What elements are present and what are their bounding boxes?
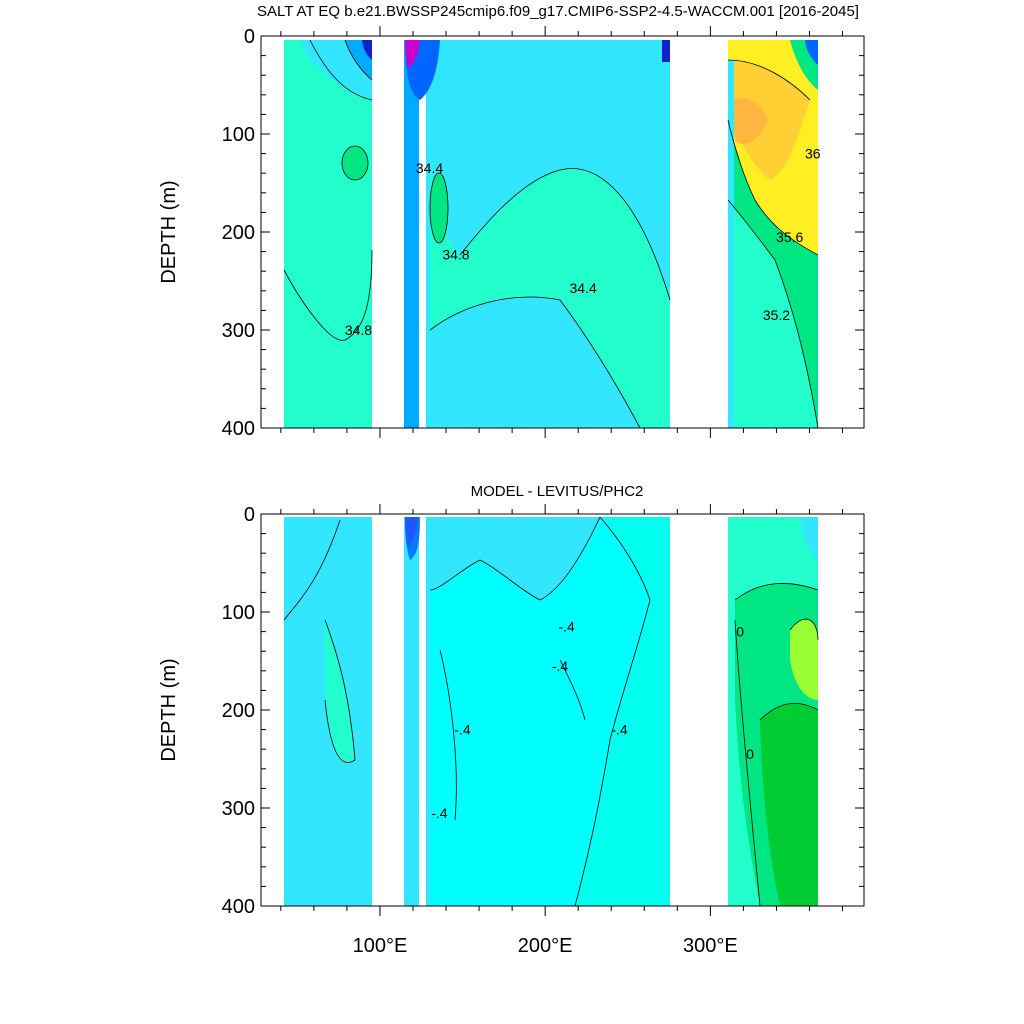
top-contour-labels: 34.4 34.8 34.4 34.8 36 35.6 35.2 bbox=[345, 146, 821, 338]
top-contour-label: 34.8 bbox=[345, 322, 372, 338]
bottom-y-axis-label: DEPTH (m) bbox=[158, 658, 180, 761]
top-pacific-lower-fresh bbox=[430, 297, 640, 428]
bottom-y-tick-label: 0 bbox=[244, 504, 255, 526]
bottom-y-tick-label: 100 bbox=[222, 602, 255, 624]
bottom-y-tick-label: 200 bbox=[222, 700, 255, 722]
top-atlantic-saltier bbox=[728, 60, 810, 180]
top-indian-salt-blob bbox=[342, 146, 368, 180]
bottom-pacific-sliver-right bbox=[426, 517, 430, 906]
bottom-contour-label: -.4 bbox=[431, 805, 448, 821]
bottom-contour-label: 0 bbox=[746, 746, 754, 762]
top-contour-field bbox=[283, 39, 819, 428]
bottom-pacific-east-diff bbox=[575, 517, 670, 906]
top-panel: SALT AT EQ b.e21.BWSSP245cmip6.f09_g17.C… bbox=[158, 3, 865, 440]
top-y-tick-label: 300 bbox=[222, 320, 255, 342]
top-axis: 0 100 200 300 400 bbox=[222, 26, 864, 440]
bottom-pacific-upper-diff bbox=[430, 517, 600, 600]
bottom-x-tick-label: 300°E bbox=[683, 935, 738, 957]
top-pacific-upper-fresh bbox=[430, 40, 670, 300]
bottom-x-tick-label: 100°E bbox=[353, 935, 408, 957]
bottom-contour-lines bbox=[283, 516, 819, 906]
top-atlantic-west-edge bbox=[728, 60, 734, 428]
bottom-pacific-west-strong bbox=[405, 517, 420, 560]
bottom-contour-labels: -.4 -.4 -.4 -.4 -.4 0 0 bbox=[431, 619, 754, 821]
bottom-chart-title: MODEL - LEVITUS/PHC2 bbox=[471, 483, 644, 500]
top-pacific-sliver-right bbox=[426, 40, 430, 428]
top-y-tick-label: 0 bbox=[244, 26, 255, 48]
top-contour-label: 35.2 bbox=[763, 307, 790, 323]
bottom-contour-label: 0 bbox=[736, 624, 744, 640]
top-atlantic-fresh-ne-core bbox=[805, 40, 818, 65]
bottom-atlantic-peak-pos bbox=[790, 619, 818, 700]
top-pacific-west-extreme bbox=[405, 40, 420, 68]
bottom-contour-label: -.4 bbox=[558, 619, 575, 635]
top-y-tick-label: 400 bbox=[222, 418, 255, 440]
top-y-tick-label: 100 bbox=[222, 124, 255, 146]
top-pacific-sliver-fill bbox=[404, 40, 419, 428]
bottom-contour-label: -.4 bbox=[611, 722, 628, 738]
bottom-contour-field bbox=[283, 516, 819, 906]
bottom-pacific-sliver-fill bbox=[404, 517, 419, 906]
bottom-contour-label: -.4 bbox=[454, 722, 471, 738]
bottom-y-tick-label: 400 bbox=[222, 896, 255, 918]
top-chart-title: SALT AT EQ b.e21.BWSSP245cmip6.f09_g17.C… bbox=[257, 3, 859, 20]
top-pacific-salt-blob bbox=[430, 173, 448, 243]
top-contour-lines bbox=[283, 39, 819, 428]
top-contour-label: 36 bbox=[805, 146, 821, 162]
top-atlantic-west-mixing bbox=[728, 200, 818, 428]
top-contour-label: 34.8 bbox=[442, 246, 469, 262]
bottom-atlantic-strong-pos bbox=[760, 703, 818, 906]
top-y-axis-label: DEPTH (m) bbox=[158, 180, 180, 283]
top-indian-ocean-fill bbox=[284, 40, 372, 428]
top-contour-label: 34.4 bbox=[416, 160, 443, 176]
bottom-indian-diff-tongue bbox=[325, 620, 355, 763]
top-contour-label: 35.6 bbox=[776, 229, 803, 245]
bottom-atlantic-ne-neg bbox=[800, 517, 818, 560]
bottom-contour-label: -.4 bbox=[552, 658, 569, 674]
top-indian-core bbox=[362, 40, 372, 60]
bottom-x-tick-label: 200°E bbox=[518, 935, 573, 957]
bottom-axis: 0 100 200 300 400 100°E 200°E 300°E bbox=[222, 504, 864, 957]
top-pacific-east-core bbox=[662, 40, 670, 62]
bottom-panel: MODEL - LEVITUS/PHC2 bbox=[158, 483, 865, 957]
top-y-tick-label: 200 bbox=[222, 222, 255, 244]
bottom-y-tick-label: 300 bbox=[222, 798, 255, 820]
top-atlantic-saltiest bbox=[732, 98, 768, 144]
top-contour-label: 34.4 bbox=[570, 280, 597, 296]
